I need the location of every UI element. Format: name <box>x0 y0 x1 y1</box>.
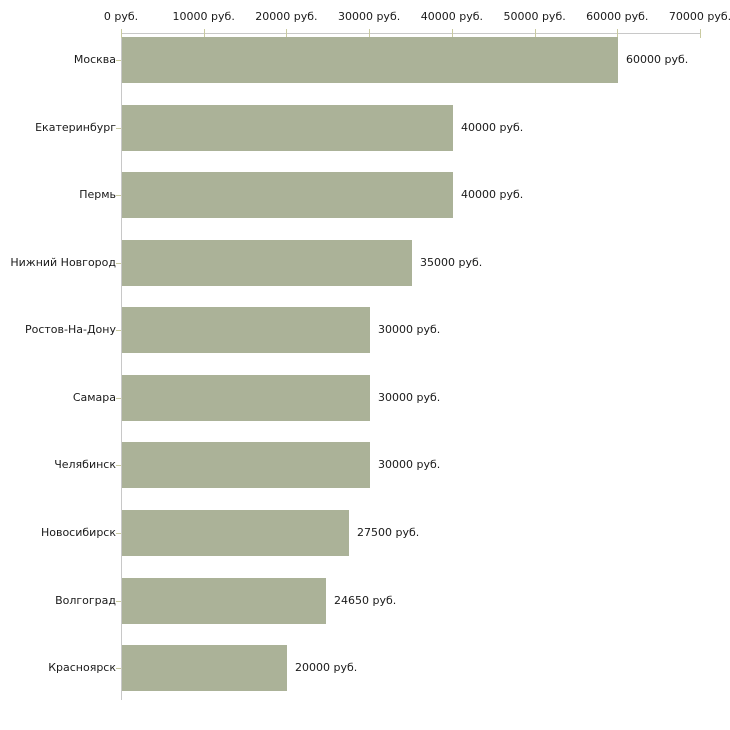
bar <box>122 37 618 83</box>
category-label: Новосибирск <box>40 525 116 539</box>
bar-value-label: 40000 руб. <box>461 188 524 202</box>
category-tick <box>116 60 121 61</box>
x-axis-tick-label: 10000 руб. <box>172 10 235 23</box>
x-axis-tick-label: 20000 руб. <box>255 10 318 23</box>
bar-value-label: 30000 руб. <box>378 390 441 404</box>
category-label: Самара <box>72 390 116 404</box>
category-tick <box>116 330 121 332</box>
x-axis-tick-label: 30000 руб. <box>337 10 401 23</box>
category-label: Ростов-На-Дону <box>24 323 116 337</box>
bar <box>122 104 453 151</box>
x-axis-tick <box>700 29 701 38</box>
category-label: Нижний Новгород <box>10 255 116 269</box>
x-axis-tick <box>617 29 619 38</box>
bar-value-label: 20000 руб. <box>295 661 358 674</box>
category-label: Волгоград <box>55 593 116 607</box>
bar-value-label: 30000 руб. <box>378 323 441 337</box>
category-tick <box>116 600 121 602</box>
x-axis-tick-label: 70000 руб. <box>668 10 730 23</box>
x-axis-tick <box>369 29 371 38</box>
bar <box>122 239 412 286</box>
bar <box>122 307 370 354</box>
x-axis-tick <box>203 29 205 38</box>
category-label: Москва <box>73 53 116 66</box>
category-tick <box>116 127 121 129</box>
category-tick <box>116 532 121 534</box>
category-label: Красноярск <box>48 661 116 674</box>
bar <box>122 577 326 624</box>
category-tick <box>116 195 121 197</box>
x-axis-tick-label: 0 руб. <box>103 10 139 23</box>
category-label: Екатеринбург <box>35 120 116 134</box>
category-label: Пермь <box>79 188 116 202</box>
x-axis-tick-label: 40000 руб. <box>420 10 484 23</box>
category-tick <box>116 262 121 264</box>
x-axis-tick <box>534 29 536 38</box>
bar <box>122 442 370 489</box>
category-tick <box>116 668 121 669</box>
x-axis-line <box>121 33 701 34</box>
category-tick <box>116 465 121 467</box>
y-axis-line <box>121 33 122 700</box>
x-axis-tick-label: 50000 руб. <box>503 10 566 23</box>
bar-value-label: 35000 руб. <box>420 255 483 269</box>
x-axis-tick-label: 60000 руб. <box>586 10 649 23</box>
bar <box>122 172 453 219</box>
bar-value-label: 60000 руб. <box>626 53 689 66</box>
category-label: Челябинск <box>54 458 116 472</box>
bar <box>122 645 287 691</box>
x-axis-tick <box>451 29 453 38</box>
bar <box>122 374 370 421</box>
bar-value-label: 24650 руб. <box>334 593 397 607</box>
bar-value-label: 30000 руб. <box>378 458 441 472</box>
bar-value-label: 27500 руб. <box>357 525 420 539</box>
bar-value-label: 40000 руб. <box>461 120 524 134</box>
bar <box>122 509 349 556</box>
x-axis-tick <box>121 29 122 38</box>
x-axis-tick <box>286 29 288 38</box>
category-tick <box>116 397 121 399</box>
